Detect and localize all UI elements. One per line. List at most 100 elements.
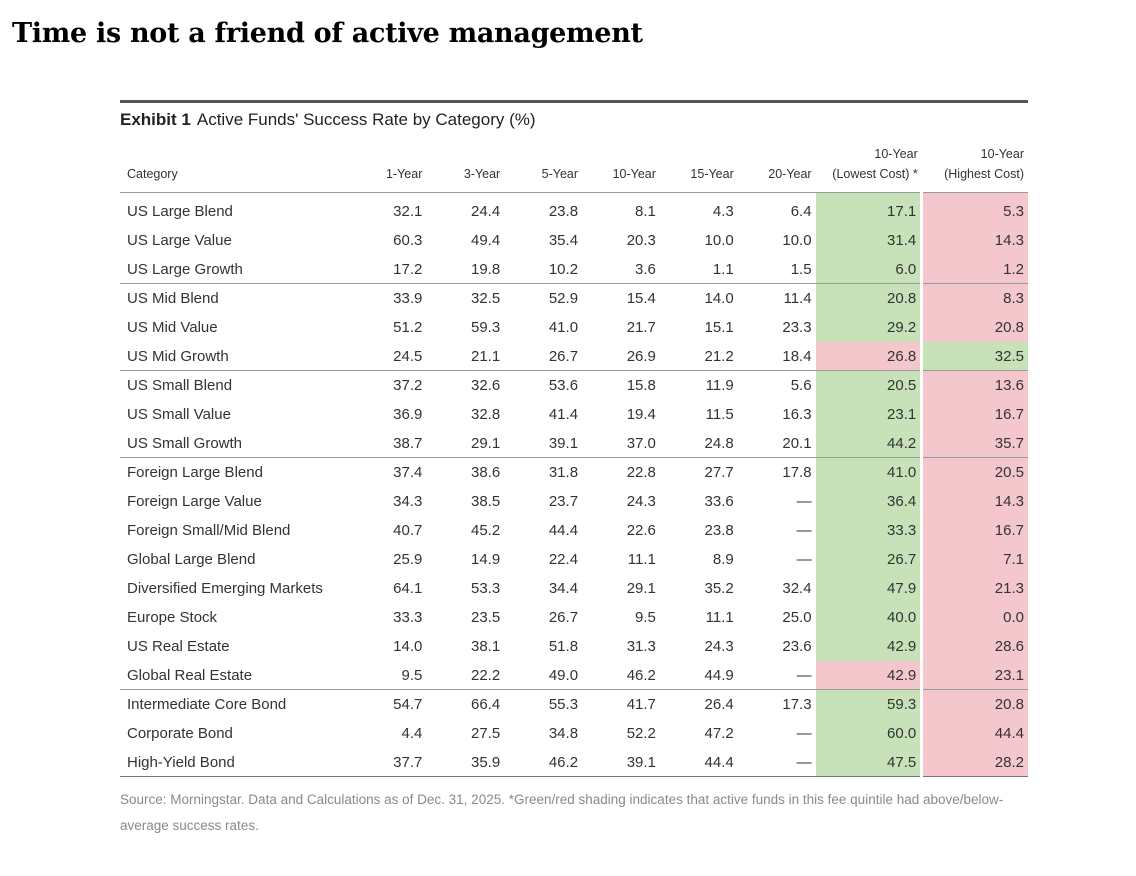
cell-5-year: 26.7	[504, 341, 583, 371]
cell-3-year: 38.6	[471, 463, 501, 481]
cell-10-year: 29.1	[626, 579, 656, 597]
cell-1-year: 33.3	[393, 608, 423, 626]
table-row: US Mid Blend 33.9 32.5 52.9 15.4 14.0 11.4 20.8…	[120, 283, 1028, 313]
cell-10-year-highest-cost: 20.8	[920, 689, 1028, 719]
cell-15-year: 14.0	[704, 289, 734, 307]
cell-10-year-highest-cost: 8.3	[920, 283, 1028, 313]
cell-1-year: 14.0	[393, 637, 423, 655]
cell-category: Global Real Estate	[120, 660, 349, 690]
cell-3-year: 49.4	[471, 231, 501, 249]
exhibit-title-text: Active Funds' Success Rate by Category (…	[196, 110, 536, 129]
cell-1-year: 36.9	[393, 405, 423, 423]
cell-3-year: 23.5	[471, 608, 501, 626]
table-row: US Real Estate 14.0 38.1 51.8 31.3 24.3 23.6 42…	[120, 631, 1028, 661]
cell-3-year: 27.5	[471, 724, 501, 742]
cell-3-year: 29.1	[426, 428, 505, 458]
success-rate-table: Category 1-Year 3-Year 5-Year 10-Year 15…	[120, 144, 1028, 777]
cell-3-year: 66.4	[471, 695, 501, 713]
header-highest-line1: 10-Year	[980, 147, 1024, 161]
cell-15-year: 21.2	[659, 341, 738, 371]
cell-category: US Small Blend	[127, 376, 233, 394]
cell-3-year: 32.6	[471, 376, 501, 394]
cell-15-year: 24.8	[659, 428, 738, 458]
cell-10-year: 22.6	[626, 521, 656, 539]
cell-10-year: 39.1	[582, 747, 660, 777]
table-row: US Large Blend 32.1 24.4 23.8 8.1 4.3 6.4 17.1 5…	[120, 192, 1028, 226]
cell-20-year: 32.4	[782, 579, 812, 597]
cell-10-year-highest-cost: 1.2	[920, 254, 1028, 284]
cell-10-year-lowest-cost: 23.1	[815, 399, 922, 429]
cell-5-year: 41.0	[548, 318, 579, 336]
cell-10-year-lowest-cost: 42.9	[815, 660, 922, 690]
cell-5-year: 55.3	[548, 695, 579, 713]
header-10-year: 10-Year	[582, 144, 660, 193]
cell-3-year: 35.9	[426, 747, 505, 777]
table-row: Intermediate Core Bond 54.7 66.4 55.3 41.7 26…	[120, 689, 1028, 719]
exhibit-title: Exhibit 1 Active Funds' Success Rate by C…	[120, 110, 1028, 134]
cell-category: Foreign Large Value	[127, 492, 262, 510]
cell-1-year: 25.9	[393, 550, 423, 568]
cell-1-year: 24.5	[348, 341, 427, 371]
cell-category: Intermediate Core Bond	[127, 695, 287, 713]
cell-10-year-highest-cost: 28.2	[920, 747, 1028, 777]
cell-10-year: 3.6	[582, 254, 660, 284]
header-3-year: 3-Year	[426, 144, 505, 193]
cell-5-year: 41.4	[548, 405, 579, 423]
table-row: Global Large Blend 25.9 14.9 22.4 11.1 8.9 —26…	[120, 544, 1028, 574]
cell-10-year-highest-cost: 14.3	[920, 486, 1028, 516]
cell-category: US Mid Blend	[127, 289, 219, 307]
cell-1-year: 64.1	[393, 579, 423, 597]
cell-20-year: —	[737, 747, 816, 777]
cell-10-year-lowest-cost: 20.8	[815, 283, 922, 313]
cell-category: US Large Blend	[127, 202, 233, 220]
cell-20-year: 17.8	[782, 463, 812, 481]
cell-15-year: 10.0	[704, 231, 734, 249]
cell-10-year-highest-cost: 16.7	[920, 515, 1028, 545]
cell-10-year-lowest-cost: 59.3	[815, 689, 922, 719]
cell-1-year: 54.7	[393, 695, 423, 713]
cell-10-year-lowest-cost: 6.0	[815, 254, 922, 284]
cell-category: High-Yield Bond	[120, 747, 349, 777]
cell-10-year: 9.5	[635, 608, 656, 626]
cell-20-year: 17.3	[782, 695, 812, 713]
table-row: US Large Value 60.3 49.4 35.4 20.3 10.0 10.0 31…	[120, 225, 1028, 255]
cell-15-year: 23.8	[704, 521, 734, 539]
cell-10-year-lowest-cost: 29.2	[815, 312, 922, 342]
cell-10-year: 8.1	[635, 202, 656, 220]
cell-15-year: 24.3	[704, 637, 734, 655]
cell-10-year-highest-cost: 44.4	[920, 718, 1028, 748]
cell-3-year: 21.1	[426, 341, 505, 371]
exhibit-figure: Exhibit 1 Active Funds' Success Rate by C…	[120, 100, 1028, 839]
header-1-year: 1-Year	[348, 144, 427, 193]
cell-10-year-highest-cost: 21.3	[920, 573, 1028, 603]
cell-1-year: 17.2	[348, 254, 427, 284]
cell-10-year-lowest-cost: 47.5	[815, 747, 922, 777]
cell-3-year: 59.3	[471, 318, 501, 336]
cell-10-year-highest-cost: 20.5	[920, 457, 1028, 487]
cell-20-year: 23.3	[782, 318, 812, 336]
cell-10-year-highest-cost: 14.3	[920, 225, 1028, 255]
cell-category: Global Large Blend	[127, 550, 256, 568]
table-row: Corporate Bond 4.4 27.5 34.8 52.2 47.2 —60.0 44…	[120, 718, 1028, 748]
cell-1-year: 51.2	[393, 318, 423, 336]
cell-3-year: 19.8	[426, 254, 505, 284]
cell-20-year: 1.5	[737, 254, 816, 284]
cell-5-year: 34.4	[548, 579, 579, 597]
cell-10-year-highest-cost: 35.7	[920, 428, 1028, 458]
cell-20-year: 20.1	[737, 428, 816, 458]
cell-10-year: 24.3	[626, 492, 656, 510]
cell-5-year: 23.7	[548, 492, 579, 510]
cell-20-year: —	[796, 521, 812, 539]
cell-20-year: 16.3	[782, 405, 812, 423]
cell-15-year: 35.2	[704, 579, 734, 597]
cell-10-year: 20.3	[626, 231, 656, 249]
cell-10-year: 41.7	[626, 695, 656, 713]
cell-5-year: 31.8	[548, 463, 579, 481]
cell-5-year: 46.2	[504, 747, 583, 777]
cell-10-year-highest-cost: 13.6	[920, 370, 1028, 400]
table-row: US Mid Growth 24.5 21.1 26.7 26.9 21.2 18.4 26.…	[120, 341, 1028, 371]
cell-20-year: —	[796, 550, 812, 568]
table-header-row: Category 1-Year 3-Year 5-Year 10-Year 15…	[120, 144, 1028, 193]
cell-1-year: 40.7	[393, 521, 423, 539]
cell-3-year: 24.4	[471, 202, 501, 220]
